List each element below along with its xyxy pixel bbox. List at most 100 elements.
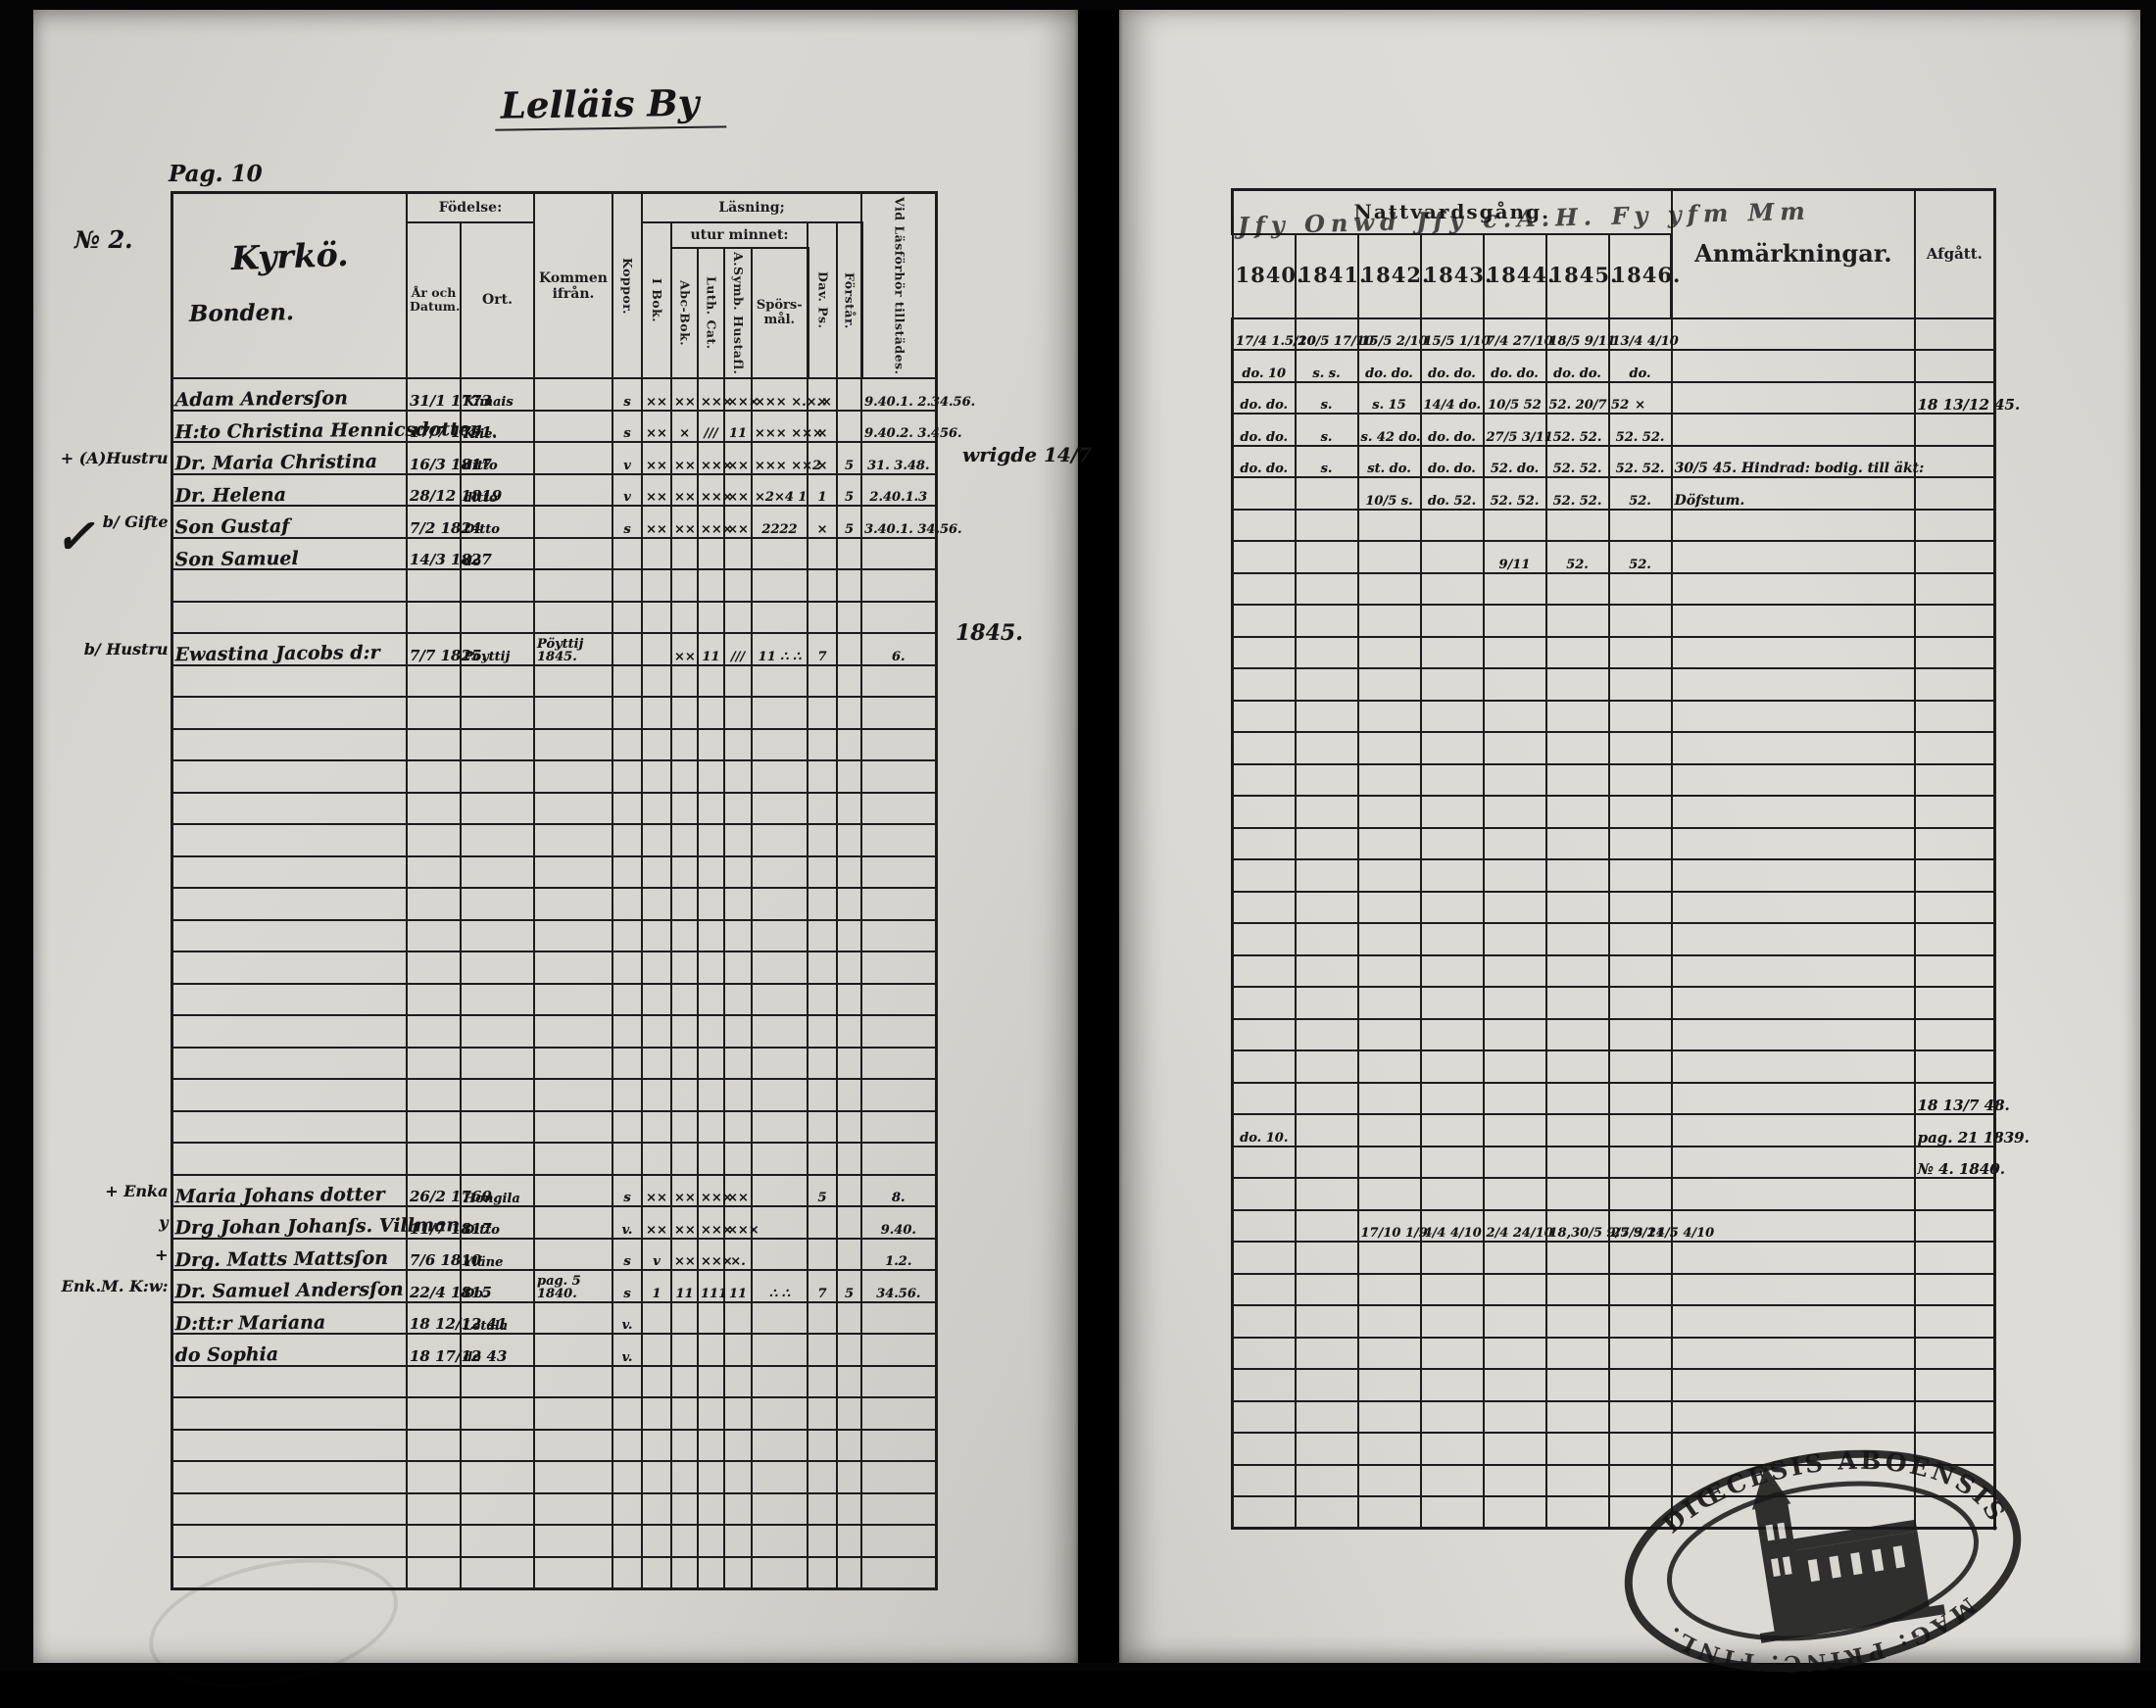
smallpox-mark-cell: [612, 632, 644, 666]
communion-date-cell-1844: [1482, 1145, 1547, 1179]
attendance-mark-cell: [860, 1364, 938, 1399]
remark-cell: [1670, 699, 1916, 733]
remark-cell: 30/5 45. Hindrad: bodig. till äkt:: [1670, 444, 1924, 478]
communion-date-cell-1846: [1607, 635, 1673, 669]
catechism-mark-cell: [697, 791, 726, 826]
reading-header: Läsning;: [641, 191, 863, 223]
communion-date-cell-1841: [1294, 1272, 1359, 1306]
remark-cell: [1670, 1049, 1916, 1084]
birth-place-cell: [459, 1428, 536, 1463]
year-header-1841: 1841.: [1294, 232, 1366, 319]
remark-cell: [1670, 349, 1916, 383]
symbolum-mark-cell: [723, 887, 754, 921]
communion-date-cell-1845: [1544, 1177, 1610, 1211]
communion-date-cell-1843: [1419, 1399, 1485, 1434]
name-cell: [171, 727, 408, 762]
communion-row: [1231, 604, 1997, 638]
understands-mark-cell: [836, 568, 863, 603]
page-title: Lelläis By: [494, 80, 727, 131]
birth-place-cell: [459, 1460, 536, 1494]
communion-row: [1231, 890, 1997, 924]
symbolum-mark-cell: ×.: [723, 1237, 754, 1272]
catechism-mark-cell: 111: [697, 1269, 727, 1303]
communion-date-cell-1846: [1607, 508, 1673, 542]
register-row: [54, 600, 938, 635]
communion-date-cell-1841: [1294, 1336, 1359, 1370]
communion-date-cell-1842: [1356, 986, 1422, 1020]
communion-date-cell-1841: s.: [1294, 380, 1359, 415]
no-label: № 2.: [74, 225, 133, 254]
departed-cell: [1913, 635, 1997, 669]
departed-cell: [1913, 795, 1997, 829]
abc-book-mark-cell: [670, 696, 700, 730]
symbolum-mark-cell: [723, 1142, 754, 1176]
attendance-mark-cell: 3.40.1. 34.56.: [860, 505, 962, 539]
communion-date-cell-1841: s.: [1294, 413, 1359, 447]
margin-note-cell: [54, 824, 172, 856]
communion-date-cell-1840: [1231, 476, 1297, 511]
communion-row: [1231, 762, 1997, 797]
photo-edge-left: [0, 0, 33, 1671]
symbolum-mark-cell: [723, 759, 754, 794]
symbolum-mark-cell: [723, 1396, 754, 1431]
remark-cell: [1670, 1113, 1916, 1147]
name-cell: [171, 663, 408, 699]
communion-date-cell-1841: [1294, 508, 1359, 542]
in-book-mark-cell: [641, 887, 673, 921]
communion-date-cell-1840: [1231, 1272, 1297, 1306]
communion-date-cell-1841: [1294, 1463, 1359, 1497]
communion-date-cell-1840: [1231, 1463, 1297, 1497]
communion-date-cell-1845: [1544, 1432, 1610, 1466]
handwritten-note: ✓: [55, 510, 95, 564]
in-book-mark-cell: [641, 727, 673, 762]
remark-cell: [1670, 1272, 1916, 1306]
margin-note-cell: + Enka: [105, 1181, 169, 1200]
psalms-mark-cell: [807, 696, 839, 730]
register-row: H:to Christina Hennicsdotter 17/7 1791. Ki…: [54, 409, 962, 444]
birth-place-cell: [459, 1078, 536, 1112]
birth-date-cell: [406, 727, 462, 762]
communion-date-cell-1845: [1544, 699, 1610, 733]
in-book-mark-cell: ××: [641, 441, 673, 475]
communion-date-cell-1845: [1544, 1081, 1610, 1115]
catechism-header: Luth. Cat.: [697, 247, 726, 380]
remark-cell: [1670, 1145, 1916, 1179]
departed-cell: [1913, 826, 1997, 860]
in-book-mark-cell: [641, 663, 673, 699]
smallpox-mark-cell: [612, 1491, 644, 1527]
margin-note-cell: [54, 984, 172, 1016]
abc-book-mark-cell: [670, 536, 700, 571]
name-cell: D:tt:r Mariana: [171, 1300, 408, 1336]
understands-mark-cell: 5: [836, 441, 863, 475]
name-cell: [171, 951, 408, 986]
remark-cell: [1670, 762, 1916, 797]
catechism-mark-cell: [697, 1491, 726, 1527]
communion-header: Nattvardsgång. Jfy Onwd Jfy c.A.H. Fy yf…: [1230, 188, 1811, 240]
communion-date-cell-1845: [1544, 1113, 1610, 1147]
communion-date-cell-1840: [1231, 571, 1297, 606]
psalms-mark-cell: ×: [807, 441, 839, 475]
remark-cell: [1670, 1304, 1916, 1339]
abc-book-mark-cell: [670, 1364, 700, 1399]
arrived-from-cell: [533, 1205, 614, 1240]
communion-date-cell-1842: 17/10 1/9: [1356, 1208, 1428, 1243]
symbolum-mark-cell: [723, 1300, 754, 1336]
in-book-mark-cell: ××: [641, 409, 673, 444]
communion-date-cell-1846: do.: [1607, 349, 1673, 383]
attendance-mark-cell: [860, 854, 938, 890]
communion-date-cell-1842: [1356, 1177, 1422, 1211]
register-row: [54, 1555, 938, 1590]
attendance-mark-cell: [860, 1300, 938, 1336]
communion-date-cell-1844: [1482, 571, 1547, 606]
remark-cell: [1670, 635, 1916, 669]
catechism-mark-cell: [697, 1046, 726, 1081]
in-book-mark-cell: ××: [641, 1173, 673, 1208]
name-cell: [171, 1491, 408, 1527]
communion-date-cell-1844: 52. 52.: [1482, 476, 1547, 511]
communion-date-cell-1841: [1294, 922, 1359, 956]
departed-cell: [1913, 508, 1997, 542]
psalms-header: Dav. Ps.: [807, 220, 839, 380]
communion-date-cell-1845: [1544, 1399, 1610, 1434]
questions-mark-cell: [751, 1428, 809, 1463]
